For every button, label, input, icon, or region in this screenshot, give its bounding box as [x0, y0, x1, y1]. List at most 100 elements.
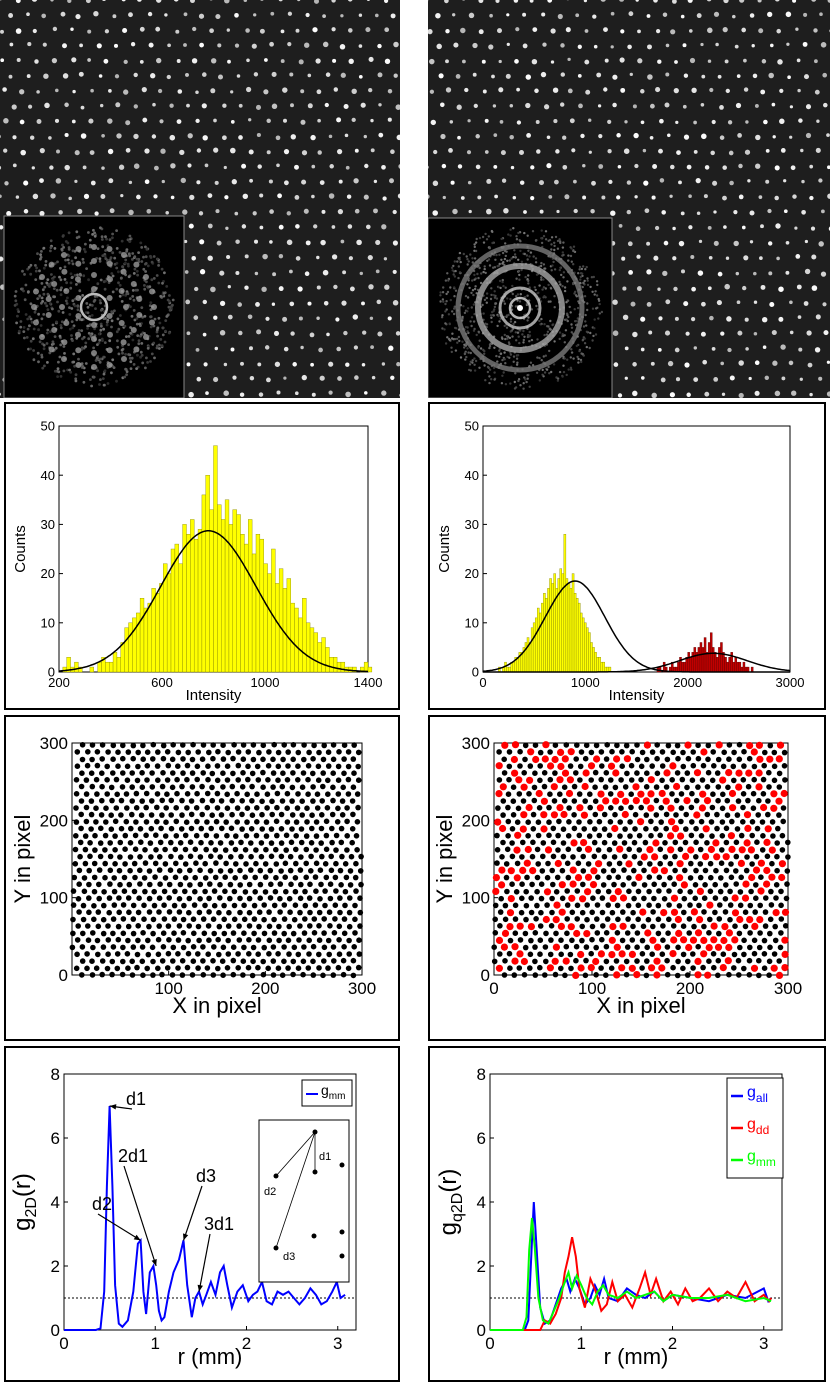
photo-spot — [351, 88, 357, 95]
fft-noise — [129, 331, 133, 335]
y-tick-label: 10 — [41, 615, 55, 630]
fft-noise — [157, 316, 161, 320]
particle-monomer — [310, 770, 316, 777]
fft-noise — [142, 255, 145, 259]
fft-noise — [542, 286, 546, 289]
particle-monomer — [250, 742, 257, 748]
particle-monomer — [641, 895, 647, 902]
particle-monomer — [345, 763, 352, 770]
particle-monomer — [147, 840, 154, 846]
fft-noise — [576, 306, 580, 310]
particle-monomer — [129, 958, 135, 965]
particle-monomer — [209, 812, 215, 818]
particle-dimer — [763, 866, 771, 875]
particle-dimer — [748, 873, 756, 882]
particle-monomer — [632, 826, 638, 832]
x-tick-label: 200 — [676, 979, 704, 998]
fft-noise — [149, 325, 153, 329]
particle-monomer — [100, 930, 107, 937]
particle-dimer — [573, 929, 581, 938]
particle-monomer — [256, 749, 262, 756]
photo-spot — [278, 253, 284, 259]
histogram-bar — [197, 529, 203, 673]
particle-monomer — [122, 861, 128, 867]
fft-noise — [540, 317, 543, 321]
photo-spot — [657, 59, 662, 64]
photo-spot — [803, 301, 809, 306]
particle-monomer — [232, 875, 238, 881]
fft-noise — [59, 266, 62, 270]
photo-spot — [198, 211, 204, 216]
fft-noise — [485, 323, 489, 326]
particle-monomer — [87, 853, 93, 860]
particle-monomer — [550, 825, 557, 832]
particle-monomer — [175, 749, 182, 756]
fft-noise — [56, 375, 59, 378]
particle-monomer — [177, 840, 184, 846]
particle-monomer — [230, 930, 237, 936]
photo-spot — [823, 330, 829, 336]
particle-monomer — [308, 868, 314, 874]
x-tick-label: 300 — [348, 979, 376, 998]
fft-noise — [149, 315, 153, 319]
particle-monomer — [704, 840, 710, 846]
photo-spot — [515, 27, 520, 32]
particle-monomer — [93, 805, 99, 811]
photo-spot — [139, 26, 145, 32]
photo-spot — [68, 196, 72, 201]
photo-spot — [336, 148, 343, 155]
photo-spot — [114, 74, 120, 79]
particle-monomer — [239, 826, 245, 832]
particle-monomer — [313, 888, 319, 894]
fft-noise — [501, 337, 504, 340]
fft-noise — [45, 281, 49, 285]
photo-spot — [204, 163, 209, 168]
photo-spot — [778, 286, 784, 292]
photo-spot — [753, 271, 757, 276]
fft-noise — [59, 293, 63, 297]
particle-monomer — [771, 951, 778, 957]
fft-noise — [468, 286, 471, 290]
particle-monomer — [190, 944, 197, 950]
particle-monomer — [651, 881, 657, 888]
particle-monomer — [214, 763, 221, 769]
particle-monomer — [770, 833, 776, 839]
particle-monomer — [244, 805, 251, 811]
fft-noise — [71, 249, 75, 253]
particle-dimer — [609, 923, 617, 931]
particle-monomer — [237, 909, 243, 916]
photo-spot — [256, 329, 262, 335]
fft-noise — [135, 269, 139, 273]
fft-noise — [519, 384, 522, 387]
photo-spot — [733, 240, 739, 247]
fft-noise — [534, 288, 537, 292]
particle-monomer — [91, 874, 98, 881]
fft-noise — [120, 348, 124, 352]
fft-noise — [27, 347, 30, 351]
fft-inset-pattern — [13, 226, 175, 388]
fft-noise — [70, 307, 74, 310]
particle-monomer — [107, 867, 114, 874]
particle-monomer — [198, 825, 205, 832]
photo-spot — [338, 179, 343, 184]
particle-monomer — [587, 819, 593, 825]
fft-noise — [572, 263, 575, 266]
particle-monomer — [639, 937, 646, 944]
particle-monomer — [134, 951, 141, 958]
particle-monomer — [205, 923, 212, 929]
particle-monomer — [330, 784, 336, 791]
fft-noise — [466, 296, 470, 299]
photo-spot — [689, 57, 696, 64]
photo-spot — [120, 193, 124, 198]
photo-spot — [664, 102, 670, 108]
photo-spot — [264, 345, 270, 350]
particle-monomer — [672, 839, 679, 846]
histogram-bar — [112, 652, 118, 673]
particle-monomer — [162, 833, 169, 839]
photo-spot — [686, 164, 692, 170]
histogram-bar — [555, 588, 558, 673]
fft-noise — [566, 358, 569, 361]
photo-spot — [637, 58, 643, 64]
fft-spot — [118, 288, 125, 294]
photo-spot — [826, 133, 830, 137]
